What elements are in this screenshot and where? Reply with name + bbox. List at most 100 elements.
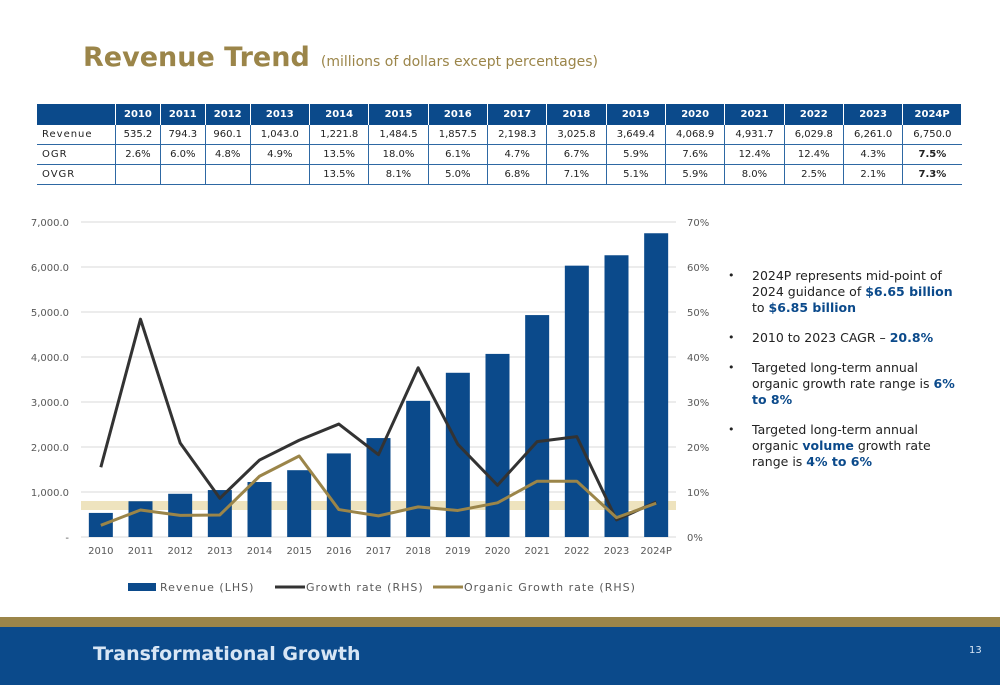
bullet-text-segment: 2024P represents mid-point of 2024 guida… bbox=[752, 268, 942, 299]
year-header: 2019 bbox=[606, 104, 666, 125]
revenue-bar bbox=[128, 501, 153, 537]
table-cell: 3,649.4 bbox=[606, 125, 666, 145]
row-label: OGR bbox=[37, 144, 116, 165]
revenue-bar bbox=[564, 265, 589, 537]
table-cell: 7.5% bbox=[902, 144, 962, 165]
table-cell: 5.0% bbox=[428, 164, 488, 185]
table-cell: 2,198.3 bbox=[487, 125, 548, 145]
x-tick-label: 2021 bbox=[524, 546, 549, 557]
year-header: 2024P bbox=[902, 104, 962, 125]
y-left-tick-label: 1,000.0 bbox=[31, 488, 69, 499]
table-cell: 5.9% bbox=[606, 144, 666, 165]
x-tick-label: 2015 bbox=[286, 546, 311, 557]
footer-bar bbox=[0, 627, 1000, 685]
table-cell: 4,068.9 bbox=[665, 125, 726, 145]
year-header: 2022 bbox=[784, 104, 844, 125]
table-cell: 6,029.8 bbox=[784, 125, 844, 145]
chart-legend: Revenue (LHS) Growth rate (RHS) Organic Gr… bbox=[128, 581, 635, 594]
x-tick-label: 2023 bbox=[604, 546, 629, 557]
revenue-bar bbox=[247, 482, 272, 537]
page-title: Revenue Trend bbox=[83, 42, 310, 73]
revenue-bar bbox=[644, 233, 669, 537]
y-left-tick-label: 2,000.0 bbox=[31, 443, 69, 454]
growth-rate-line bbox=[99, 317, 657, 522]
footer-gold-stripe bbox=[0, 617, 1000, 627]
table-header-row: 2010 2011 2012 2013 2014 2015 2016 2017 2018 2019… bbox=[37, 104, 962, 125]
bullet-item: • 2024P represents mid-point of 2024 guid… bbox=[728, 268, 968, 316]
table-cell: 5.1% bbox=[606, 164, 666, 185]
table-cell: 8.0% bbox=[724, 164, 785, 185]
y-right-tick-label: 70% bbox=[687, 218, 709, 229]
year-header: 2010 bbox=[115, 104, 161, 125]
table-row: OVGR 13.5% 8.1% 5.0% 6.8% 7.1% 5.1% 5.9% 8.0% 2.5… bbox=[37, 164, 962, 185]
x-tick-label: 2010 bbox=[88, 546, 113, 557]
y-right-tick-label: 0% bbox=[687, 533, 703, 544]
table-cell: 535.2 bbox=[115, 125, 161, 145]
table-cell: 6,261.0 bbox=[843, 125, 904, 145]
x-tick-label: 2011 bbox=[128, 546, 153, 557]
table-cell bbox=[250, 164, 311, 185]
bullet-text: Targeted long-term annual organic growth… bbox=[752, 360, 968, 408]
table-corner bbox=[37, 104, 116, 125]
table-cell: 12.4% bbox=[784, 144, 844, 165]
table-cell: 6.0% bbox=[160, 144, 206, 165]
y-left-tick-label: 4,000.0 bbox=[31, 353, 69, 364]
year-header: 2017 bbox=[487, 104, 548, 125]
revenue-bar bbox=[485, 353, 510, 537]
revenue-chart: - 1,000.0 2,000.0 3,000.0 4,000.0 5,000.0 6,00… bbox=[31, 218, 709, 594]
y-right-tick-label: 50% bbox=[687, 308, 709, 319]
table-cell: 4.7% bbox=[487, 144, 548, 165]
year-header: 2016 bbox=[428, 104, 488, 125]
table-cell: 794.3 bbox=[160, 125, 206, 145]
highlight-text: volume bbox=[802, 438, 854, 453]
table-cell: 3,025.8 bbox=[546, 125, 607, 145]
table-cell: 2.1% bbox=[843, 164, 904, 185]
table-cell: 1,857.5 bbox=[428, 125, 488, 145]
table-cell: 7.1% bbox=[546, 164, 607, 185]
table-cell: 7.3% bbox=[902, 164, 962, 185]
bullet-text-segment: Targeted long-term annual organic growth… bbox=[752, 360, 934, 391]
year-header: 2021 bbox=[724, 104, 785, 125]
row-label: OVGR bbox=[37, 164, 116, 185]
table-cell: 6.1% bbox=[428, 144, 488, 165]
page-number: 13 bbox=[969, 645, 982, 656]
revenue-bar bbox=[604, 255, 629, 537]
highlight-text: $6.85 billion bbox=[768, 300, 856, 315]
y-right-tick-label: 20% bbox=[687, 443, 709, 454]
y-right-tick-label: 10% bbox=[687, 488, 709, 499]
x-tick-label: 2012 bbox=[167, 546, 192, 557]
year-header: 2012 bbox=[205, 104, 251, 125]
bullet-item: • Targeted long-term annual organic growt… bbox=[728, 360, 968, 408]
bullet-text-segment: 2010 to 2023 CAGR – bbox=[752, 330, 890, 345]
chart-axes: - 1,000.0 2,000.0 3,000.0 4,000.0 5,000.0 6,00… bbox=[31, 218, 709, 557]
table-cell: 4.8% bbox=[205, 144, 251, 165]
table-cell: 1,221.8 bbox=[309, 125, 370, 145]
table-cell: 1,484.5 bbox=[368, 125, 429, 145]
table-cell: 6.7% bbox=[546, 144, 607, 165]
year-header: 2014 bbox=[309, 104, 370, 125]
bullet-text-segment: to bbox=[752, 300, 769, 315]
revenue-bar bbox=[406, 400, 431, 537]
year-header: 2018 bbox=[546, 104, 607, 125]
table-cell: 7.6% bbox=[665, 144, 726, 165]
legend-label: Revenue (LHS) bbox=[160, 581, 254, 594]
key-points-list: • 2024P represents mid-point of 2024 guid… bbox=[728, 268, 968, 484]
revenue-table: 2010 2011 2012 2013 2014 2015 2016 2017 2018 2019… bbox=[37, 104, 962, 185]
x-tick-label: 2019 bbox=[445, 546, 470, 557]
table-cell: 4.3% bbox=[843, 144, 904, 165]
revenue-bars bbox=[88, 233, 669, 537]
y-left-tick-label: 6,000.0 bbox=[31, 263, 69, 274]
footer-title: Transformational Growth bbox=[93, 643, 361, 665]
table-cell: 12.4% bbox=[724, 144, 785, 165]
bullet-marker: • bbox=[728, 361, 735, 374]
bullet-text: Targeted long-term annual organic volume… bbox=[752, 422, 968, 470]
revenue-bar bbox=[525, 315, 550, 537]
year-header: 2020 bbox=[665, 104, 726, 125]
x-tick-label: 2014 bbox=[247, 546, 272, 557]
table-cell bbox=[160, 164, 206, 185]
bullet-text-segment: growth rate range is bbox=[752, 438, 931, 469]
x-tick-label: 2017 bbox=[366, 546, 391, 557]
legend-swatch-revenue bbox=[128, 583, 156, 591]
x-tick-label: 2016 bbox=[326, 546, 351, 557]
y-left-tick-label: - bbox=[65, 533, 69, 544]
